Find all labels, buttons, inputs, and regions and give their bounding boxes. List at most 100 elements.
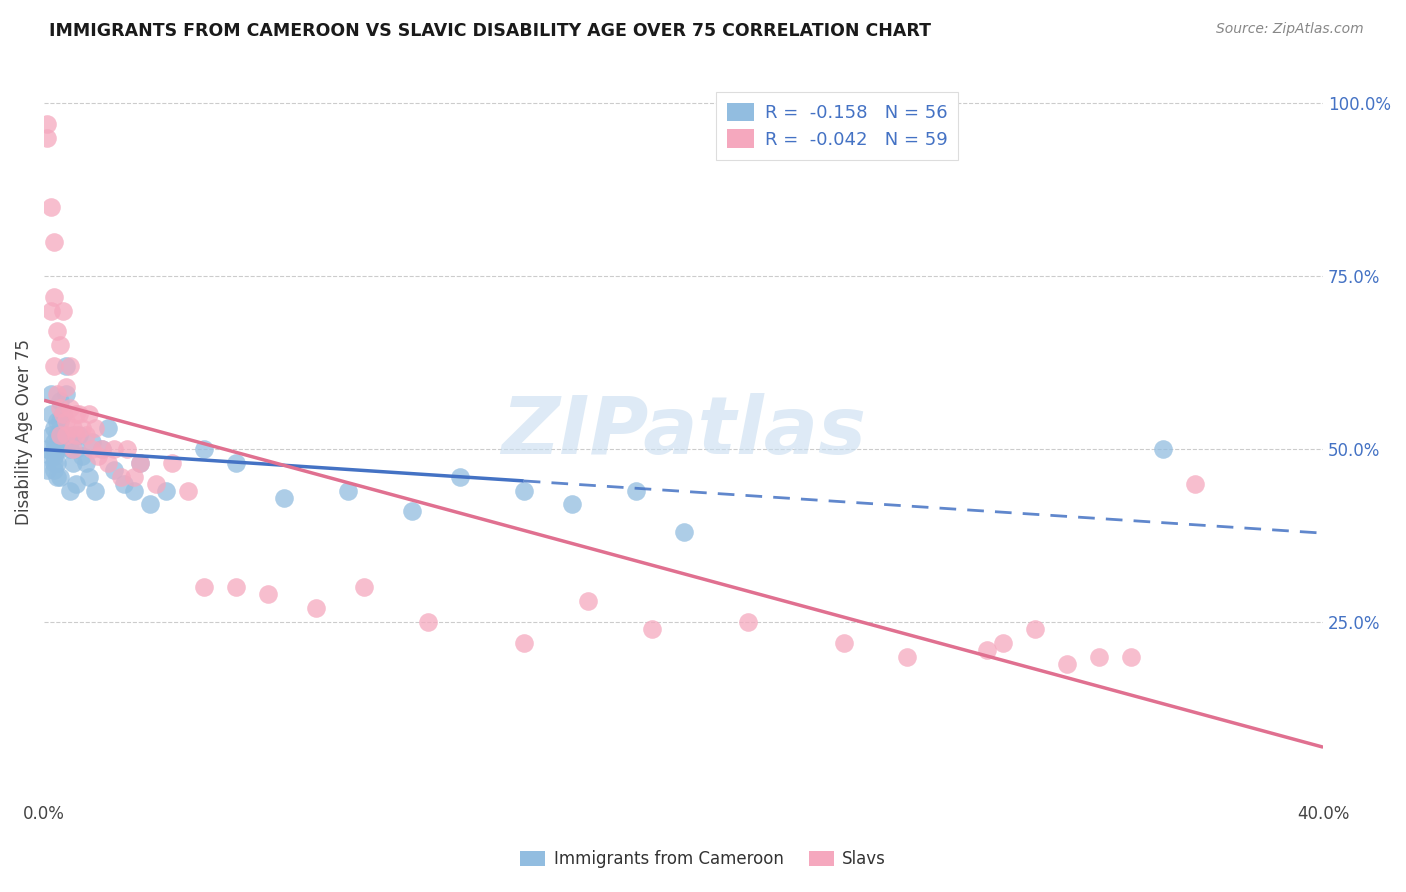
Point [67,408,90,422]
Point [640,622,662,636]
Point [112,476,135,491]
Point [67,428,90,442]
Text: IMMIGRANTS FROM CAMEROON VS SLAVIC DISABILITY AGE OVER 75 CORRELATION CHART: IMMIGRANTS FROM CAMEROON VS SLAVIC DISAB… [49,22,931,40]
Point [37,117,59,131]
Point [52,428,75,442]
Point [177,483,200,498]
Point [59,401,82,415]
Point [103,442,125,456]
Point [62,442,84,456]
Point [55,386,77,401]
Point [257,587,280,601]
Point [49,469,72,483]
Point [193,581,215,595]
Point [122,469,145,483]
Point [49,393,72,408]
Point [624,483,647,498]
Point [75,456,97,470]
Point [62,456,84,470]
Point [42,463,65,477]
Point [37,463,59,477]
Point [401,504,423,518]
Point [449,469,471,483]
Point [110,469,132,483]
Point [832,636,855,650]
Point [65,476,87,491]
Point [59,359,82,373]
Point [993,636,1015,650]
Legend: R =  -0.158   N = 56, R =  -0.042   N = 59: R = -0.158 N = 56, R = -0.042 N = 59 [716,92,959,160]
Legend: Immigrants from Cameroon, Slavs: Immigrants from Cameroon, Slavs [513,844,893,875]
Point [49,401,72,415]
Point [39,428,62,442]
Point [45,414,67,428]
Y-axis label: Disability Age Over 75: Disability Age Over 75 [15,339,32,524]
Point [45,469,67,483]
Point [305,601,328,615]
Point [65,408,87,422]
Point [55,359,77,373]
Point [42,421,65,435]
Point [336,483,359,498]
Point [42,235,65,249]
Point [129,456,152,470]
Point [84,483,107,498]
Point [84,421,107,435]
Point [37,130,59,145]
Point [1121,649,1143,664]
Point [737,615,759,629]
Point [145,476,167,491]
Point [45,325,67,339]
Point [42,290,65,304]
Point [55,428,77,442]
Point [72,421,94,435]
Point [45,456,67,470]
Point [576,594,599,608]
Point [42,435,65,450]
Point [129,456,152,470]
Point [155,483,177,498]
Point [49,414,72,428]
Point [1152,442,1174,456]
Point [353,581,375,595]
Point [896,649,918,664]
Point [561,498,583,512]
Point [39,408,62,422]
Point [65,442,87,456]
Point [77,408,100,422]
Point [52,408,75,422]
Point [75,428,97,442]
Point [45,386,67,401]
Point [416,615,439,629]
Point [80,435,103,450]
Point [55,414,77,428]
Point [138,498,160,512]
Point [45,428,67,442]
Point [976,642,998,657]
Point [62,421,84,435]
Point [160,456,183,470]
Point [37,442,59,456]
Point [55,380,77,394]
Point [65,428,87,442]
Point [42,359,65,373]
Point [52,303,75,318]
Point [80,442,103,456]
Point [672,525,695,540]
Point [97,421,120,435]
Point [77,469,100,483]
Point [42,456,65,470]
Point [72,449,94,463]
Point [62,428,84,442]
Point [117,442,139,456]
Point [87,449,110,463]
Point [103,463,125,477]
Point [1088,649,1111,664]
Text: Source: ZipAtlas.com: Source: ZipAtlas.com [1216,22,1364,37]
Point [225,581,247,595]
Text: ZIPatlas: ZIPatlas [501,392,866,471]
Point [1056,657,1078,671]
Point [193,442,215,456]
Point [39,303,62,318]
Point [59,483,82,498]
